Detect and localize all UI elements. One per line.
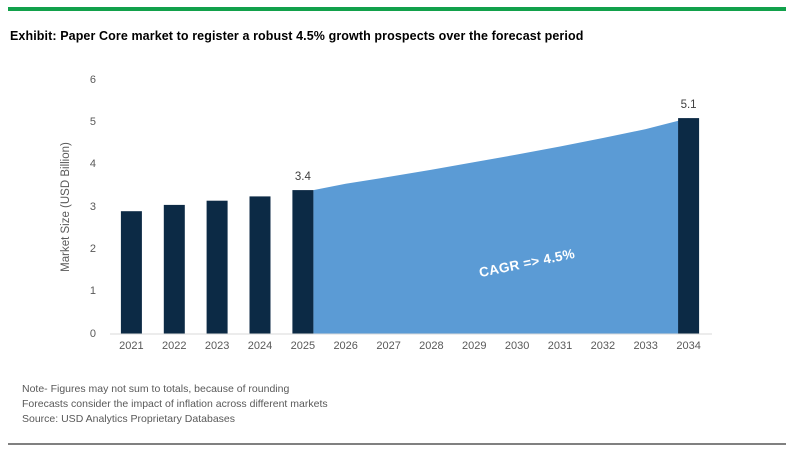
x-tick-label-2025: 2025 xyxy=(290,340,316,352)
forecast-area xyxy=(313,118,689,334)
bar-2034 xyxy=(678,118,700,334)
bar-2025 xyxy=(292,190,314,334)
x-tick-label-2028: 2028 xyxy=(419,340,444,352)
x-tick-label-2023: 2023 xyxy=(204,340,230,352)
bar-2024 xyxy=(249,196,271,334)
footnotes-block: Note- Figures may not sum to totals, bec… xyxy=(22,382,328,427)
bar-2023 xyxy=(206,200,228,334)
bar-2021 xyxy=(120,211,142,334)
y-tick-label-4: 4 xyxy=(89,158,96,171)
footnote-note: Note- Figures may not sum to totals, bec… xyxy=(22,383,290,395)
bottom-gray-rule xyxy=(8,443,786,445)
bar-value-label-2034: 5.1 xyxy=(680,99,697,112)
y-tick-label-3: 3 xyxy=(89,200,96,213)
x-tick-label-2031: 2031 xyxy=(547,340,573,352)
footnote-forecast: Forecasts consider the impact of inflati… xyxy=(22,398,328,410)
y-tick-label-5: 5 xyxy=(89,115,96,128)
x-tick-label-2033: 2033 xyxy=(633,340,658,352)
chart-title: Exhibit: Paper Core market to register a… xyxy=(10,29,584,43)
x-tick-label-2032: 2032 xyxy=(590,340,616,352)
bar-value-label-2025: 3.4 xyxy=(294,171,311,184)
x-tick-label-2022: 2022 xyxy=(162,340,187,352)
y-tick-label-1: 1 xyxy=(89,285,96,298)
x-tick-label-2029: 2029 xyxy=(462,340,487,352)
x-tick-label-2034: 2034 xyxy=(676,340,701,352)
x-tick-label-2027: 2027 xyxy=(376,340,401,352)
x-tick-label-2030: 2030 xyxy=(504,340,530,352)
bar-2022 xyxy=(163,204,185,334)
top-green-rule xyxy=(8,7,786,11)
x-tick-label-2024: 2024 xyxy=(247,340,273,352)
y-tick-label-0: 0 xyxy=(89,327,96,340)
x-tick-label-2026: 2026 xyxy=(333,340,358,352)
y-tick-label-6: 6 xyxy=(89,73,96,86)
x-tick-label-2021: 2021 xyxy=(119,340,144,352)
y-tick-label-2: 2 xyxy=(89,242,96,255)
footnote-source: Source: USD Analytics Proprietary Databa… xyxy=(22,413,236,425)
